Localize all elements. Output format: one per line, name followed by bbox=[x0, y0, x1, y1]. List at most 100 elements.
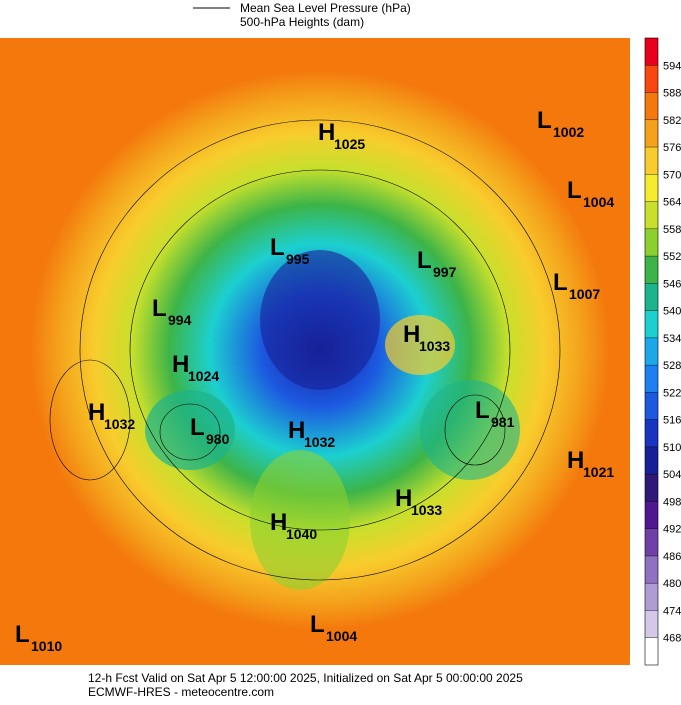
center-letter: H bbox=[403, 321, 420, 348]
center-value: 1010 bbox=[31, 638, 62, 654]
colorbar-swatch bbox=[645, 147, 658, 175]
height-field bbox=[145, 390, 235, 470]
colorbar-label: 558 bbox=[663, 224, 681, 236]
colorbar-label: 528 bbox=[663, 360, 681, 372]
center-letter: H bbox=[318, 119, 335, 146]
isobar bbox=[49, 359, 131, 481]
center-value: 1007 bbox=[569, 286, 600, 302]
center-letter: H bbox=[567, 447, 584, 474]
colorbar-swatch bbox=[645, 446, 658, 475]
isobar bbox=[79, 119, 561, 581]
colorbar-swatch bbox=[645, 583, 658, 611]
center-value: 1024 bbox=[188, 368, 219, 384]
colorbar-swatch bbox=[645, 337, 658, 366]
colorbar-label: 486 bbox=[663, 551, 681, 563]
colorbar-label: 570 bbox=[663, 169, 681, 181]
colorbar-label: 504 bbox=[663, 469, 681, 481]
center-value: 1021 bbox=[583, 464, 614, 480]
center-letter: H bbox=[395, 485, 412, 512]
footer-text: 12-h Fcst Valid on Sat Apr 5 12:00:00 20… bbox=[88, 671, 523, 685]
colorbar-swatch bbox=[645, 174, 658, 203]
colorbar-label: 522 bbox=[663, 387, 681, 399]
center-letter: H bbox=[88, 399, 105, 426]
map-field bbox=[0, 38, 630, 665]
colorbar-swatch bbox=[645, 119, 658, 148]
colorbar-swatch bbox=[645, 283, 658, 312]
colorbar-swatch bbox=[645, 392, 658, 421]
colorbar-label: 510 bbox=[663, 442, 681, 454]
colorbar-label: 480 bbox=[663, 578, 681, 590]
center-letter: L bbox=[553, 269, 568, 296]
colorbar-label: 564 bbox=[663, 197, 681, 209]
colorbar-swatch bbox=[645, 65, 658, 94]
center-value: 997 bbox=[433, 264, 457, 280]
center-letter: L bbox=[270, 234, 285, 261]
footer-text: ECMWF-HRES - meteocentre.com bbox=[88, 685, 274, 699]
center-value: 1004 bbox=[326, 628, 357, 644]
colorbar-swatch bbox=[645, 419, 658, 448]
colorbar-label: 552 bbox=[663, 251, 681, 263]
colorbar-swatch bbox=[645, 637, 658, 666]
colorbar-label: 594 bbox=[663, 60, 681, 72]
colorbar-swatch bbox=[645, 365, 658, 393]
legend-label: Mean Sea Level Pressure (hPa) bbox=[240, 1, 411, 15]
center-letter: L bbox=[567, 177, 582, 204]
center-letter: L bbox=[475, 397, 490, 424]
colorbar-label: 498 bbox=[663, 496, 681, 508]
colorbar-label: 588 bbox=[663, 88, 681, 100]
colorbar-label: 576 bbox=[663, 142, 681, 154]
height-field bbox=[420, 380, 520, 480]
colorbar-swatch bbox=[645, 310, 658, 339]
center-letter: L bbox=[537, 107, 552, 134]
center-value: 1002 bbox=[553, 124, 584, 140]
isobar bbox=[129, 169, 511, 531]
center-value: 1033 bbox=[411, 502, 442, 518]
colorbar-swatch bbox=[645, 528, 658, 557]
center-letter: H bbox=[270, 509, 287, 536]
center-value: 981 bbox=[491, 414, 515, 430]
center-letter: L bbox=[15, 621, 30, 648]
colorbar-label: 516 bbox=[663, 415, 681, 427]
center-letter: L bbox=[310, 611, 325, 638]
colorbar-swatch bbox=[645, 610, 658, 639]
center-value: 980 bbox=[206, 431, 230, 447]
center-value: 1032 bbox=[104, 416, 135, 432]
colorbar-label: 546 bbox=[663, 278, 681, 290]
height-field bbox=[385, 315, 455, 375]
center-letter: L bbox=[152, 295, 167, 322]
colorbar-label: 468 bbox=[663, 633, 681, 645]
colorbar-swatch bbox=[645, 92, 658, 121]
colorbar-label: 582 bbox=[663, 115, 681, 127]
center-value: 1032 bbox=[304, 434, 335, 450]
colorbar-swatch bbox=[645, 474, 658, 502]
colorbar-label: 534 bbox=[663, 333, 681, 345]
center-letter: L bbox=[417, 247, 432, 274]
center-letter: H bbox=[288, 417, 305, 444]
colorbar-swatch bbox=[645, 256, 658, 284]
colorbar-swatch bbox=[645, 201, 658, 230]
colorbar-label: 474 bbox=[663, 605, 681, 617]
center-letter: L bbox=[190, 414, 205, 441]
colorbar-swatch bbox=[645, 555, 658, 584]
colorbar: 594 588 582 576 570 564 558 552 546 540 534 528 522 5… bbox=[644, 37, 681, 666]
center-value: 1004 bbox=[583, 194, 614, 210]
colorbar-swatch bbox=[645, 501, 658, 530]
height-field bbox=[250, 450, 350, 590]
center-value: 994 bbox=[168, 312, 192, 328]
legend-label: 500-hPa Heights (dam) bbox=[240, 15, 364, 29]
colorbar-label: 540 bbox=[663, 306, 681, 318]
colorbar-frame bbox=[644, 37, 659, 666]
center-value: 1040 bbox=[286, 526, 317, 542]
height-field bbox=[260, 250, 380, 390]
isobar bbox=[444, 394, 506, 466]
colorbar-swatch bbox=[645, 38, 658, 66]
colorbar-label: 492 bbox=[663, 524, 681, 536]
center-value: 1025 bbox=[334, 136, 365, 152]
center-value: 1033 bbox=[419, 338, 450, 354]
center-letter: H bbox=[172, 351, 189, 378]
center-value: 995 bbox=[286, 251, 310, 267]
colorbar-swatch bbox=[645, 228, 658, 257]
